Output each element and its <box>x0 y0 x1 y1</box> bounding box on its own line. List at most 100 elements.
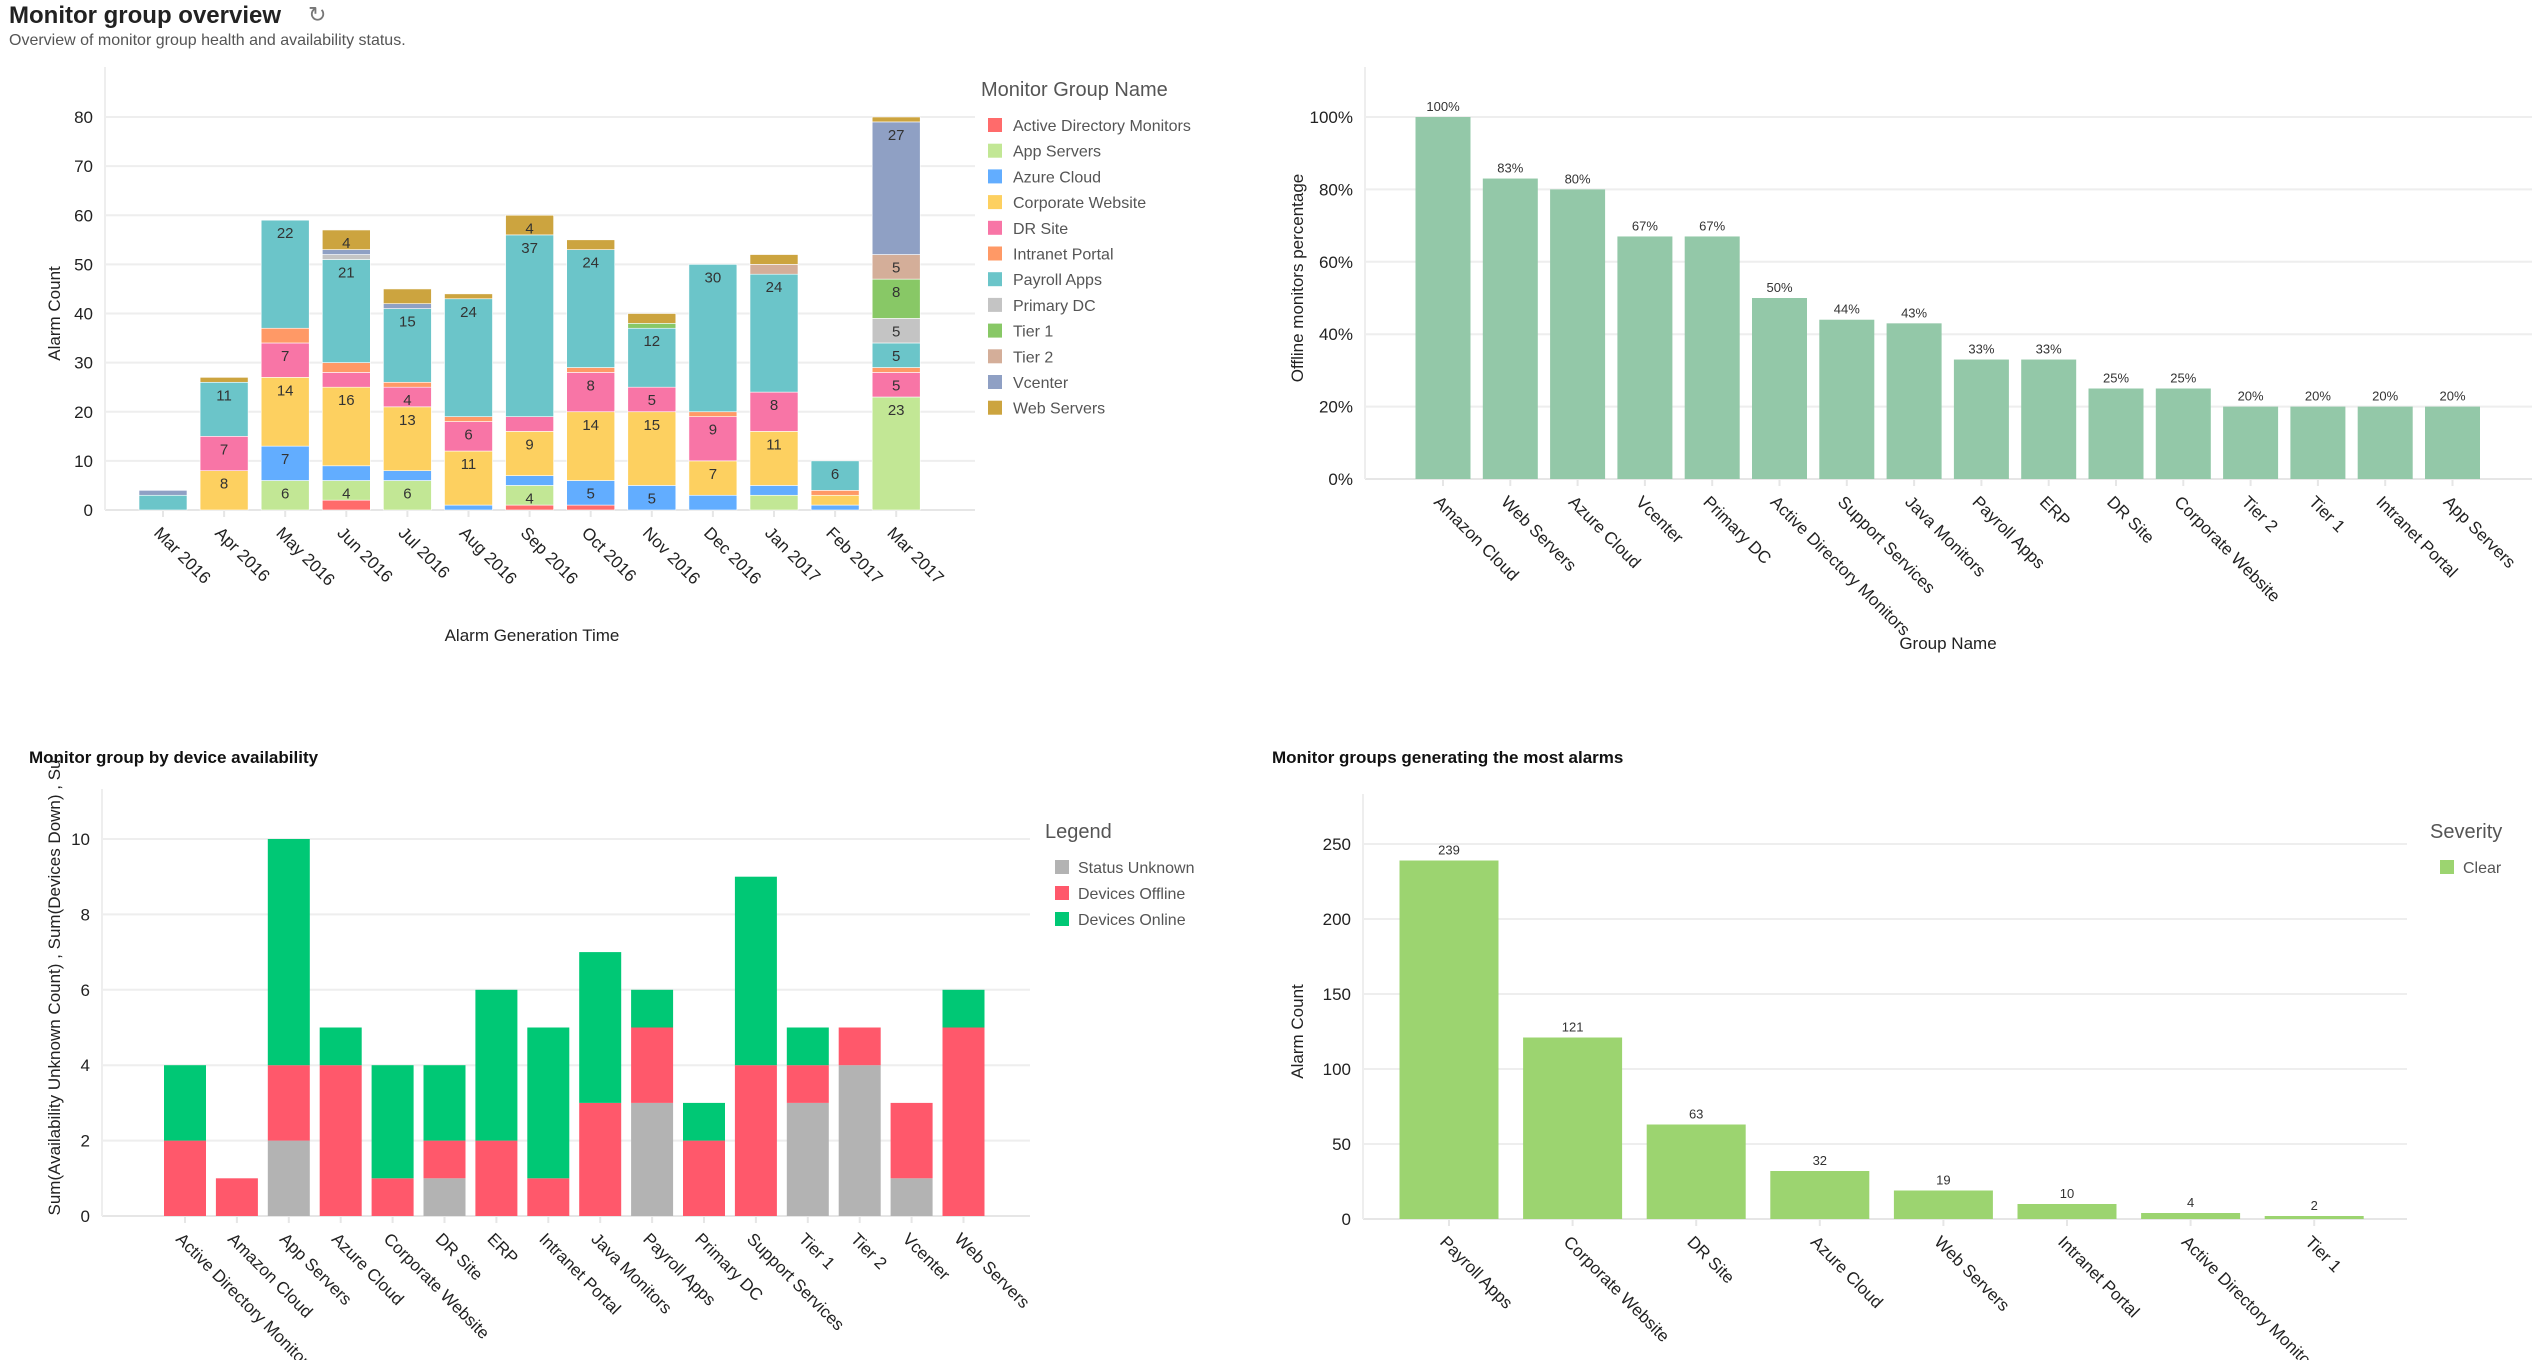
bar-segment <box>786 1102 829 1216</box>
data-label: 4 <box>403 392 411 409</box>
bar <box>1415 117 1471 479</box>
data-label: 67% <box>1699 218 1725 233</box>
legend-item: Tier 2 <box>1013 349 1053 366</box>
x-tick-label: Jun 2016 <box>333 523 396 586</box>
x-tick-label: Active Directory Monitors <box>2178 1232 2325 1360</box>
bar-segment <box>319 1065 362 1216</box>
data-label: 9 <box>709 422 717 439</box>
bar <box>2425 406 2480 479</box>
data-label: 22 <box>277 225 294 242</box>
bar-segment <box>321 254 371 260</box>
data-label: 4 <box>525 490 533 507</box>
bar-segment <box>444 450 493 506</box>
data-label: 6 <box>281 486 289 503</box>
legend-swatch <box>988 195 1002 210</box>
legend-swatch <box>1055 886 1069 900</box>
bar-segment <box>810 490 860 496</box>
y-tick-label: 40 <box>74 305 93 324</box>
bar-segment <box>321 465 371 481</box>
bar-segment <box>321 259 371 363</box>
legend-swatch <box>988 143 1002 158</box>
data-label: 13 <box>399 412 416 429</box>
data-label: 83% <box>1497 161 1523 176</box>
data-label: 9 <box>525 436 533 453</box>
y-tick-label: 60% <box>1319 253 1353 272</box>
legend-swatch <box>988 220 1002 235</box>
y-axis-title: Alarm Count <box>45 266 64 361</box>
data-label: 5 <box>892 348 900 365</box>
x-tick-label: Corporate Website <box>1560 1232 1673 1345</box>
bar-segment <box>505 214 554 236</box>
bar-segment <box>319 1027 362 1066</box>
data-label: 5 <box>648 490 656 507</box>
bar <box>1550 189 1606 479</box>
y-tick-label: 50 <box>74 255 93 274</box>
data-label: 20% <box>2439 389 2465 404</box>
bar-segment <box>444 298 493 417</box>
bar-segment <box>383 381 432 388</box>
page-subtitle: Overview of monitor group health and ava… <box>9 32 406 49</box>
y-axis-title: Alarm Count <box>1288 984 1307 1079</box>
bar-segment <box>749 254 799 265</box>
y-tick-label: 0% <box>1328 470 1353 489</box>
bar-segment <box>627 411 677 486</box>
bar-segment <box>871 367 921 373</box>
y-tick-label: 70 <box>74 157 93 176</box>
y-axis-title: Sum(Availability Unknown Count) , Sum(De… <box>45 759 64 1215</box>
x-tick-label: Oct 2016 <box>578 523 640 585</box>
bar <box>1893 1190 1993 1219</box>
bar-segment <box>942 1027 985 1216</box>
bar-segment <box>683 1102 725 1141</box>
y-tick-label: 50 <box>1332 1135 1351 1154</box>
bar-segment <box>505 416 554 432</box>
data-label: 10 <box>2060 1186 2074 1201</box>
data-label: 80% <box>1565 171 1591 186</box>
bar-segment <box>383 406 432 471</box>
y-tick-label: 6 <box>81 981 90 1000</box>
x-tick-label: Web Servers <box>951 1229 1034 1312</box>
legend-swatch <box>988 323 1002 338</box>
data-label: 43% <box>1901 305 1927 320</box>
legend-item: Devices Online <box>1078 912 1186 929</box>
bar-segment <box>786 1027 829 1066</box>
y-tick-label: 0 <box>84 501 93 520</box>
legend-swatch <box>988 272 1002 287</box>
data-label: 7 <box>281 451 289 468</box>
bar <box>1646 1124 1746 1219</box>
bar-segment <box>627 323 677 329</box>
bar-segment <box>566 411 616 481</box>
bar-segment <box>683 1140 725 1216</box>
data-label: 8 <box>892 284 900 301</box>
bar-segment <box>871 254 921 280</box>
bar-segment <box>527 1178 570 1216</box>
bar-segment <box>383 288 432 304</box>
legend-item: Azure Cloud <box>1013 169 1101 186</box>
legend-item: DR Site <box>1013 221 1068 238</box>
bar-segment <box>321 372 371 388</box>
bar-segment <box>890 1178 933 1216</box>
refresh-icon[interactable]: ↻ <box>308 2 327 27</box>
bar <box>1886 323 1942 479</box>
bar-segment <box>871 278 921 319</box>
bar <box>1523 1037 1623 1219</box>
bar-segment <box>267 1065 310 1141</box>
bar <box>2021 359 2077 479</box>
y-tick-label: 0 <box>81 1207 90 1226</box>
y-tick-label: 30 <box>74 354 93 373</box>
legend-item: Status Unknown <box>1078 860 1195 877</box>
y-tick-label: 60 <box>74 206 93 225</box>
y-tick-label: 100% <box>1310 108 1353 127</box>
bar-segment <box>810 460 860 491</box>
legend-swatch <box>2440 860 2454 874</box>
bar <box>2264 1216 2364 1219</box>
x-tick-label: Tier 1 <box>2305 492 2349 536</box>
bar <box>2290 406 2346 479</box>
data-label: 5 <box>892 260 900 277</box>
bar-segment <box>579 952 622 1103</box>
data-label: 44% <box>1834 302 1860 317</box>
x-tick-label: May 2016 <box>272 523 338 589</box>
data-label: 5 <box>892 377 900 394</box>
legend-item: Primary DC <box>1013 298 1096 315</box>
legend-swatch <box>988 297 1002 312</box>
data-label: 5 <box>648 392 656 409</box>
